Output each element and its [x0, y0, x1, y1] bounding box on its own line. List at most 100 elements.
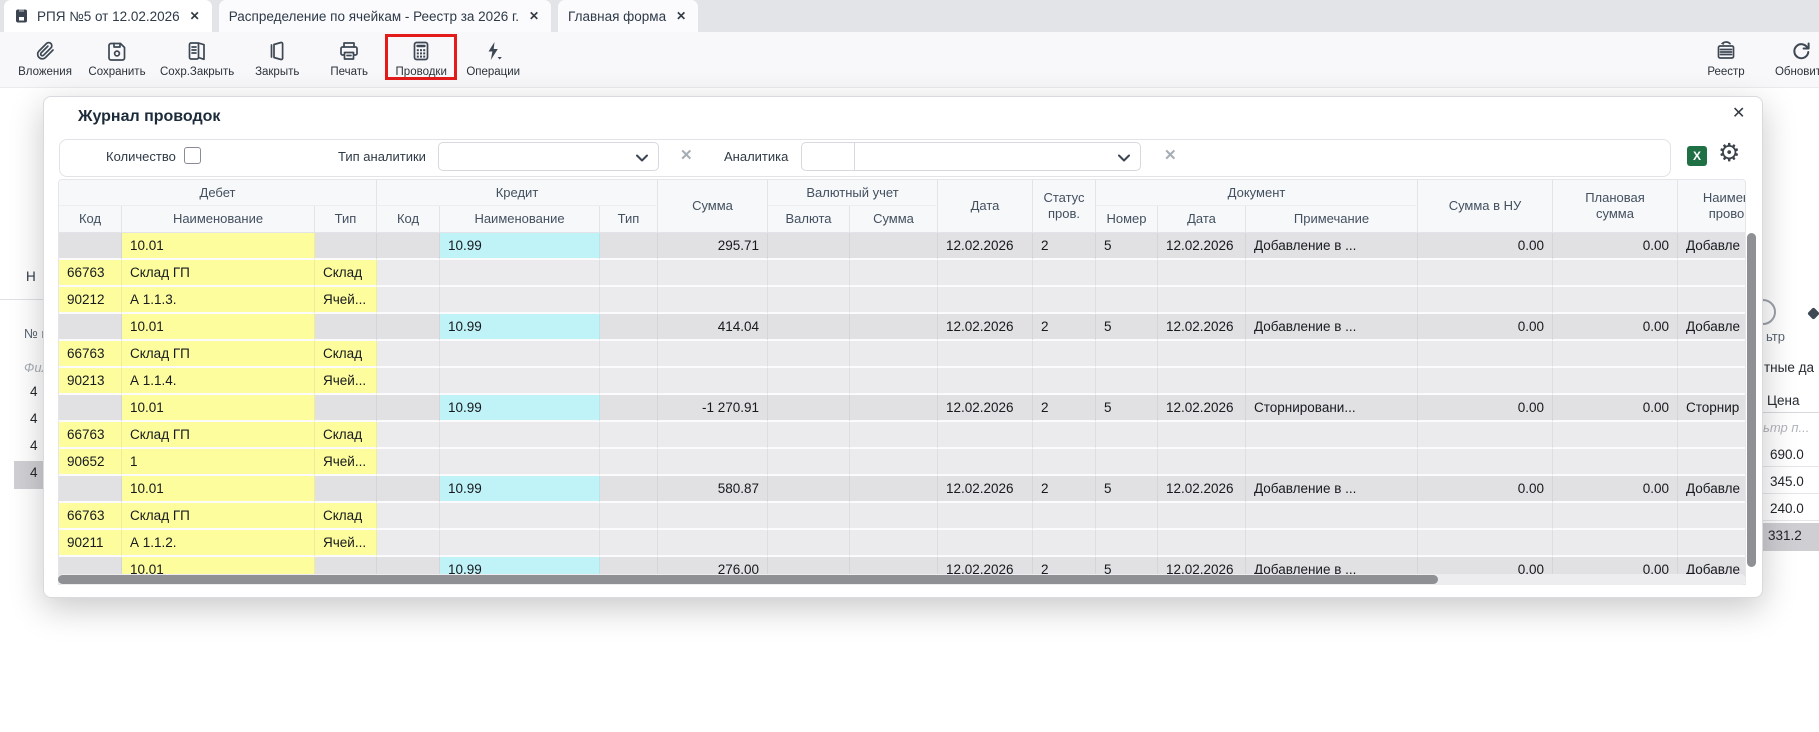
- cell-status[interactable]: [1033, 530, 1096, 557]
- cell-status[interactable]: [1033, 260, 1096, 287]
- cell-plan[interactable]: 0.00: [1553, 314, 1678, 341]
- cell-data[interactable]: [938, 503, 1033, 530]
- cell-nomer[interactable]: 5: [1096, 233, 1158, 260]
- horizontal-scrollbar-thumb[interactable]: [58, 575, 1438, 584]
- cell-summa_nu[interactable]: [1418, 530, 1553, 557]
- cell-d_name[interactable]: 10.01: [122, 314, 315, 341]
- cell-status[interactable]: [1033, 341, 1096, 368]
- cell-d_kod[interactable]: [59, 233, 122, 260]
- tab-glavnaya[interactable]: Главная форма ✕: [558, 0, 699, 32]
- cell-plan[interactable]: [1553, 287, 1678, 314]
- cell-d_tip[interactable]: Ячей...: [315, 449, 377, 476]
- tab-rpja[interactable]: РПЯ №5 от 12.02.2026 ✕: [4, 0, 212, 32]
- cell-k_name[interactable]: [440, 260, 600, 287]
- cell-status[interactable]: 2: [1033, 476, 1096, 503]
- group-header-label[interactable]: Валютный учет: [768, 180, 938, 206]
- cell-naimen[interactable]: Сторнир: [1678, 395, 1745, 422]
- cell-summa_nu[interactable]: 0.00: [1418, 476, 1553, 503]
- column-header[interactable]: Сумма в НУ: [1418, 180, 1553, 232]
- cell-d_tip[interactable]: [315, 314, 377, 341]
- cell-doc_data[interactable]: [1158, 260, 1246, 287]
- cell-d_tip[interactable]: [315, 476, 377, 503]
- close-icon[interactable]: ✕: [676, 9, 687, 23]
- cell-summa[interactable]: 414.04: [658, 314, 768, 341]
- cell-d_kod[interactable]: 66763: [59, 260, 122, 287]
- cell-doc_data[interactable]: [1158, 503, 1246, 530]
- cell-k_tip[interactable]: [600, 287, 658, 314]
- column-header[interactable]: Код: [377, 206, 440, 232]
- cell-data[interactable]: [938, 260, 1033, 287]
- cell-v_summa[interactable]: [850, 422, 938, 449]
- cell-d_kod[interactable]: 66763: [59, 422, 122, 449]
- cell-d_tip[interactable]: Склад: [315, 422, 377, 449]
- cell-d_name[interactable]: А 1.1.3.: [122, 287, 315, 314]
- cell-summa_nu[interactable]: 0.00: [1418, 314, 1553, 341]
- cell-valuta[interactable]: [768, 314, 850, 341]
- cell-k_kod[interactable]: [377, 314, 440, 341]
- cell-doc_data[interactable]: 12.02.2026: [1158, 395, 1246, 422]
- cell-nomer[interactable]: 5: [1096, 395, 1158, 422]
- cell-status[interactable]: [1033, 503, 1096, 530]
- cell-status[interactable]: 2: [1033, 395, 1096, 422]
- cell-naimen[interactable]: [1678, 449, 1745, 476]
- cell-d_tip[interactable]: Ячей...: [315, 530, 377, 557]
- column-header[interactable]: Сумма: [658, 180, 768, 232]
- cell-v_summa[interactable]: [850, 287, 938, 314]
- cell-summa[interactable]: [658, 341, 768, 368]
- cell-v_summa[interactable]: [850, 449, 938, 476]
- cell-k_name[interactable]: [440, 449, 600, 476]
- save-close-button[interactable]: Сохр.Закрыть: [160, 39, 234, 78]
- group-header-label[interactable]: Дебет: [59, 180, 377, 206]
- cell-nomer[interactable]: [1096, 449, 1158, 476]
- column-header[interactable]: Номер: [1096, 206, 1158, 232]
- cell-valuta[interactable]: [768, 476, 850, 503]
- cell-valuta[interactable]: [768, 530, 850, 557]
- cell-valuta[interactable]: [768, 341, 850, 368]
- cell-summa[interactable]: [658, 260, 768, 287]
- cell-d_tip[interactable]: Ячей...: [315, 287, 377, 314]
- cell-k_tip[interactable]: [600, 395, 658, 422]
- cell-valuta[interactable]: [768, 503, 850, 530]
- cell-nomer[interactable]: [1096, 341, 1158, 368]
- group-header-label[interactable]: Документ: [1096, 180, 1418, 206]
- cell-valuta[interactable]: [768, 422, 850, 449]
- cell-v_summa[interactable]: [850, 314, 938, 341]
- cell-summa[interactable]: [658, 422, 768, 449]
- cell-k_tip[interactable]: [600, 476, 658, 503]
- cell-data[interactable]: 12.02.2026: [938, 395, 1033, 422]
- cell-d_name[interactable]: Склад ГП: [122, 503, 315, 530]
- refresh-button[interactable]: Обновить: [1772, 39, 1819, 78]
- horizontal-scrollbar-track[interactable]: [58, 574, 1746, 585]
- cell-d_kod[interactable]: 66763: [59, 341, 122, 368]
- cell-plan[interactable]: [1553, 422, 1678, 449]
- group-header-label[interactable]: Кредит: [377, 180, 658, 206]
- cell-k_kod[interactable]: [377, 476, 440, 503]
- analytics-select[interactable]: [801, 142, 1141, 171]
- cell-naimen[interactable]: [1678, 368, 1745, 395]
- column-header[interactable]: Наимен прово: [1678, 180, 1745, 232]
- cell-plan[interactable]: [1553, 503, 1678, 530]
- close-icon[interactable]: ✕: [528, 9, 540, 23]
- cell-nomer[interactable]: [1096, 530, 1158, 557]
- cell-data[interactable]: [938, 287, 1033, 314]
- cell-v_summa[interactable]: [850, 395, 938, 422]
- cell-k_kod[interactable]: [377, 233, 440, 260]
- postings-button[interactable]: Проводки: [385, 34, 458, 80]
- cell-naimen[interactable]: [1678, 422, 1745, 449]
- cell-data[interactable]: 12.02.2026: [938, 314, 1033, 341]
- cell-d_tip[interactable]: Склад: [315, 260, 377, 287]
- cell-summa_nu[interactable]: 0.00: [1418, 233, 1553, 260]
- cell-d_tip[interactable]: Склад: [315, 341, 377, 368]
- gear-icon[interactable]: ⚙: [1718, 139, 1741, 167]
- column-header[interactable]: Наименование: [440, 206, 600, 232]
- cell-doc_data[interactable]: [1158, 341, 1246, 368]
- cell-v_summa[interactable]: [850, 260, 938, 287]
- cell-d_kod[interactable]: [59, 395, 122, 422]
- cell-d_name[interactable]: 10.01: [122, 233, 315, 260]
- cell-doc_data[interactable]: 12.02.2026: [1158, 314, 1246, 341]
- cell-summa[interactable]: 295.71: [658, 233, 768, 260]
- cell-naimen[interactable]: [1678, 260, 1745, 287]
- cell-d_kod[interactable]: 90652: [59, 449, 122, 476]
- cell-plan[interactable]: [1553, 449, 1678, 476]
- cell-data[interactable]: 12.02.2026: [938, 233, 1033, 260]
